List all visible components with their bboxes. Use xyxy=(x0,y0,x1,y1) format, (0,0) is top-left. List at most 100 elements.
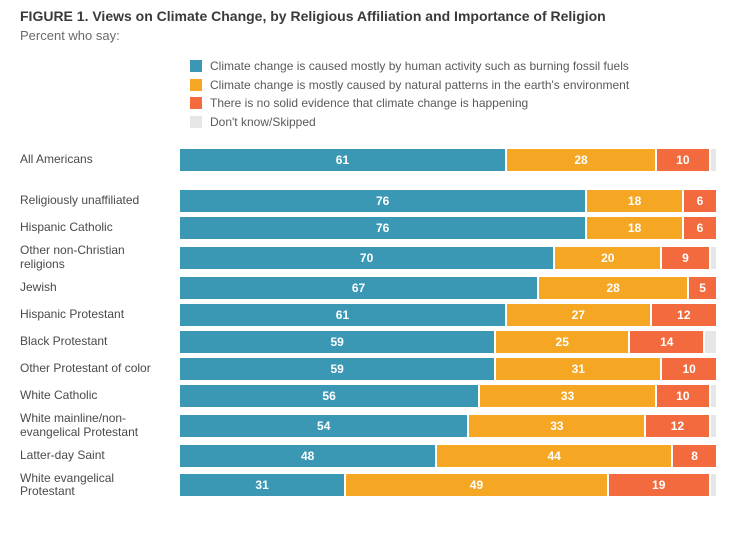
bar-segment-noevid: 8 xyxy=(673,445,716,467)
bar-segment-noevid: 19 xyxy=(609,474,711,496)
bar-segment-noevid: 10 xyxy=(657,385,711,407)
bar-value: 59 xyxy=(330,362,343,376)
bar-value: 2 xyxy=(707,335,714,349)
bar-value: 54 xyxy=(317,419,330,433)
stacked-bar: 70 20 9 1 xyxy=(180,247,716,269)
legend-swatch xyxy=(190,116,202,128)
legend-label: Climate change is caused mostly by human… xyxy=(210,57,629,76)
stacked-bar: 59 31 10 xyxy=(180,358,716,380)
bar-value: 28 xyxy=(606,281,619,295)
bar-segment-human: 31 xyxy=(180,474,346,496)
bar-value: 31 xyxy=(255,478,268,492)
legend-swatch xyxy=(190,79,202,91)
bar-value: 12 xyxy=(677,308,690,322)
bar-value: 49 xyxy=(470,478,483,492)
row-label: Religiously unaffiliated xyxy=(20,194,180,208)
stacked-bar-chart: All Americans6128101Religiously unaffili… xyxy=(20,149,716,504)
bar-segment-noevid: 9 xyxy=(662,247,710,269)
bar-value: 10 xyxy=(676,389,689,403)
bar-value: 19 xyxy=(652,478,665,492)
bar-segment-noevid: 12 xyxy=(652,304,716,326)
bar-value: 44 xyxy=(548,449,561,463)
bar-value: 67 xyxy=(352,281,365,295)
bar-segment-noevid: 5 xyxy=(689,277,716,299)
row-label: All Americans xyxy=(20,153,180,167)
row-label: Latter-day Saint xyxy=(20,449,180,463)
bar-segment-noevid: 12 xyxy=(646,415,710,437)
bar-value: 8 xyxy=(691,449,698,463)
bar-value: 20 xyxy=(601,251,614,265)
bar-segment-dk: 1 xyxy=(711,247,716,269)
bar-segment-natural: 20 xyxy=(555,247,662,269)
bar-value: 27 xyxy=(572,308,585,322)
legend-item: Climate change is caused mostly by human… xyxy=(190,57,716,76)
bar-value: 12 xyxy=(671,419,684,433)
bar-value: 6 xyxy=(697,194,704,208)
bar-segment-human: 59 xyxy=(180,358,496,380)
row-gap xyxy=(20,176,716,190)
bar-segment-natural: 33 xyxy=(469,415,646,437)
legend: Climate change is caused mostly by human… xyxy=(190,57,716,131)
legend-label: Don't know/Skipped xyxy=(210,113,316,132)
bar-segment-natural: 44 xyxy=(437,445,673,467)
legend-label: There is no solid evidence that climate … xyxy=(210,94,528,113)
bar-value: 1 xyxy=(711,153,716,167)
chart-row: Other Protestant of color593110 xyxy=(20,358,716,380)
stacked-bar: 48 44 8 xyxy=(180,445,716,467)
row-label: Jewish xyxy=(20,281,180,295)
bar-value: 76 xyxy=(376,194,389,208)
bar-value: 48 xyxy=(301,449,314,463)
bar-segment-natural: 25 xyxy=(496,331,630,353)
chart-row: Hispanic Protestant612712 xyxy=(20,304,716,326)
row-label: Hispanic Catholic xyxy=(20,221,180,235)
chart-row: Hispanic Catholic 76 18 6 xyxy=(20,217,716,239)
stacked-bar: 76 18 6 xyxy=(180,190,716,212)
chart-row: White mainline/non-evangelical Protestan… xyxy=(20,412,716,440)
bar-segment-human: 61 xyxy=(180,304,507,326)
bar-segment-noevid: 10 xyxy=(662,358,716,380)
bar-segment-human: 70 xyxy=(180,247,555,269)
bar-value: 6 xyxy=(697,221,704,235)
stacked-bar: 61 27 12 xyxy=(180,304,716,326)
figure-title: FIGURE 1. Views on Climate Change, by Re… xyxy=(20,8,716,24)
bar-segment-natural: 18 xyxy=(587,217,683,239)
stacked-bar: 5925142 xyxy=(180,331,716,353)
bar-segment-human: 67 xyxy=(180,277,539,299)
bar-value: 31 xyxy=(572,362,585,376)
stacked-bar: 56 33 10 1 xyxy=(180,385,716,407)
legend-item: Climate change is mostly caused by natur… xyxy=(190,76,716,95)
stacked-bar: 61 28 10 1 xyxy=(180,149,716,171)
bar-value: 33 xyxy=(561,389,574,403)
legend-item: There is no solid evidence that climate … xyxy=(190,94,716,113)
bar-segment-natural: 18 xyxy=(587,190,683,212)
chart-row: Latter-day Saint 48 44 8 xyxy=(20,445,716,467)
chart-row: Other non-Christian religions702091 xyxy=(20,244,716,272)
bar-segment-dk: 1 xyxy=(711,149,716,171)
row-label: White Catholic xyxy=(20,389,180,403)
row-label: White evangelical Protestant xyxy=(20,472,180,500)
bar-value: 76 xyxy=(376,221,389,235)
bar-segment-dk: 1 xyxy=(711,415,716,437)
bar-segment-dk: 1 xyxy=(711,474,716,496)
bar-value: 33 xyxy=(550,419,563,433)
chart-row: Religiously unaffiliated 76 18 6 xyxy=(20,190,716,212)
bar-segment-natural: 28 xyxy=(507,149,657,171)
bar-segment-human: 61 xyxy=(180,149,507,171)
bar-value: 61 xyxy=(336,308,349,322)
bar-value: 70 xyxy=(360,251,373,265)
stacked-bar: 54 33 12 1 xyxy=(180,415,716,437)
bar-value: 5 xyxy=(699,281,706,295)
bar-value: 10 xyxy=(676,153,689,167)
bar-segment-natural: 33 xyxy=(480,385,657,407)
bar-value: 1 xyxy=(711,389,716,403)
bar-value: 61 xyxy=(336,153,349,167)
stacked-bar: 67 28 5 xyxy=(180,277,716,299)
bar-segment-human: 56 xyxy=(180,385,480,407)
bar-value: 1 xyxy=(711,251,716,265)
chart-row: Jewish 67 28 5 xyxy=(20,277,716,299)
chart-row: Black Protestant5925142 xyxy=(20,331,716,353)
bar-segment-noevid: 6 xyxy=(684,190,716,212)
bar-value: 28 xyxy=(574,153,587,167)
bar-value: 9 xyxy=(682,251,689,265)
chart-row: White Catholic56 33 10 1 xyxy=(20,385,716,407)
